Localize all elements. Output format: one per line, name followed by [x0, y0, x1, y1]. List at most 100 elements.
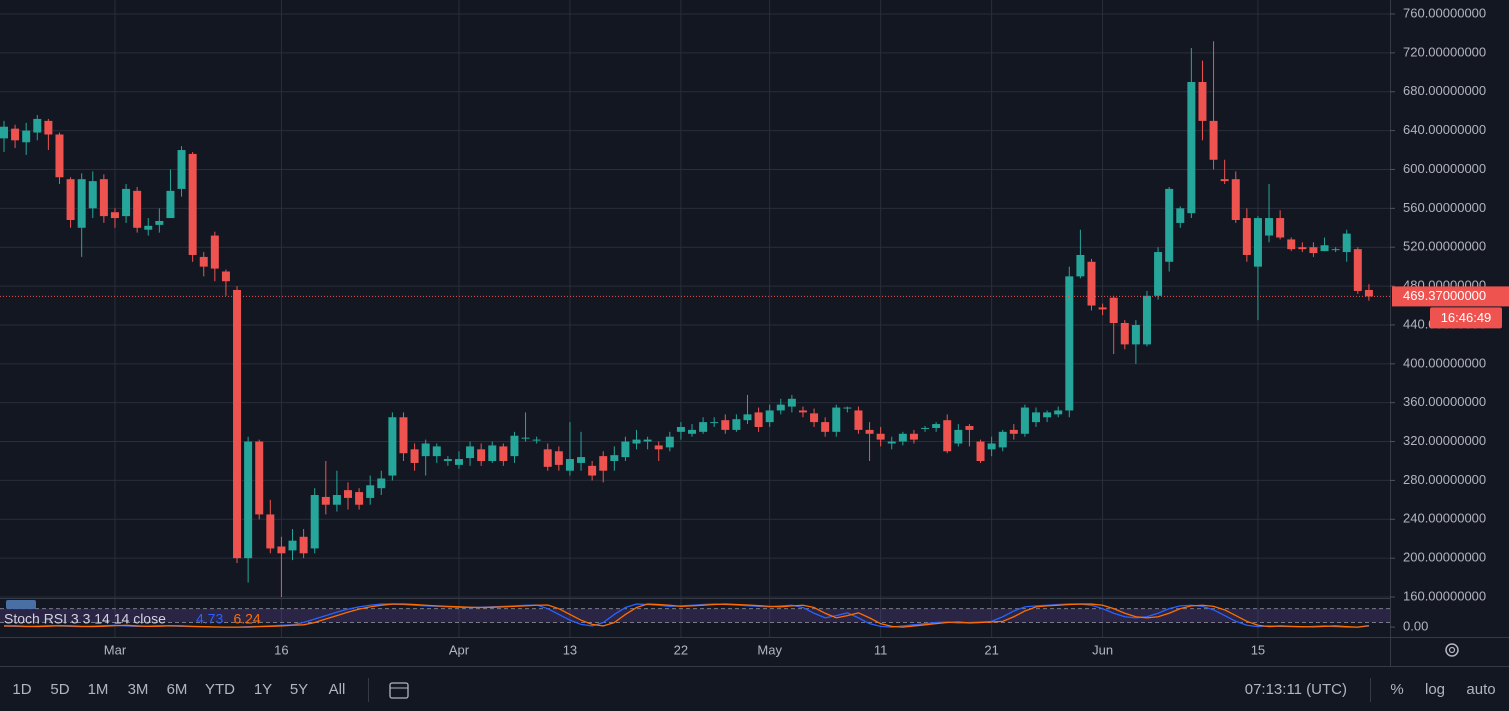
candle-body: [510, 435, 519, 457]
x-tick-label: 13: [563, 642, 577, 657]
candle-body: [1265, 218, 1274, 236]
candle-body: [554, 451, 563, 465]
collapse-icon[interactable]: [6, 600, 36, 609]
candle-body: [388, 417, 397, 476]
date-range-icon[interactable]: [389, 682, 409, 699]
candle-body: [233, 289, 242, 559]
scale-option[interactable]: %: [1390, 681, 1403, 698]
candle-body: [699, 422, 708, 432]
y-tick-label: 0.00: [1403, 619, 1428, 634]
range-button[interactable]: 1M: [88, 681, 109, 698]
candle-body: [321, 496, 330, 505]
candle-body: [543, 449, 552, 467]
range-button[interactable]: YTD: [205, 681, 235, 698]
x-tick-label: 22: [674, 642, 688, 657]
x-tick-label: May: [757, 642, 782, 657]
candle-body: [688, 429, 696, 434]
candle-body: [621, 441, 630, 458]
candle-body: [976, 441, 985, 461]
candle-body: [44, 120, 53, 135]
candle-body: [1020, 407, 1029, 434]
x-tick-label: 21: [984, 642, 998, 657]
candle-body: [1076, 254, 1085, 277]
y-tick-label: 320.00000000: [1403, 433, 1486, 448]
candle-body: [643, 439, 652, 442]
candle-body: [909, 433, 918, 440]
candle-body: [1187, 82, 1196, 214]
candle-body: [266, 514, 275, 549]
candle-body: [710, 422, 719, 424]
candle-body: [943, 420, 952, 452]
candle-body: [33, 118, 42, 133]
candle-body: [798, 410, 807, 413]
candle-body: [887, 441, 896, 444]
y-tick-label: 760.00000000: [1403, 5, 1486, 20]
candle-body: [565, 459, 574, 471]
y-tick-label: 240.00000000: [1403, 511, 1486, 526]
range-button[interactable]: 1Y: [254, 681, 272, 698]
y-tick-label: 720.00000000: [1403, 44, 1486, 59]
range-button[interactable]: 1D: [12, 681, 31, 698]
candle-body: [787, 398, 796, 407]
candle-body: [1198, 82, 1207, 121]
settings-icon[interactable]: [1445, 643, 1459, 657]
x-tick-label: Mar: [104, 642, 127, 657]
countdown-box: [1430, 307, 1502, 329]
candle-body: [932, 424, 941, 428]
candle-body: [676, 426, 685, 432]
candle-body: [1054, 410, 1063, 415]
indicator-value: 4.73: [196, 611, 223, 627]
candle-body: [77, 179, 86, 228]
candle-body: [865, 429, 874, 434]
candle-body: [355, 492, 364, 505]
candle-body: [1209, 120, 1218, 160]
candle-body: [1087, 261, 1096, 306]
candle-body: [1331, 249, 1340, 251]
candle-body: [610, 455, 619, 461]
candle-body: [443, 459, 452, 461]
candle-body: [1298, 247, 1307, 250]
clock[interactable]: 07:13:11 (UTC): [1245, 681, 1347, 698]
candle-body: [776, 404, 785, 411]
y-tick-label: 280.00000000: [1403, 472, 1486, 487]
stoch-line: [3, 603, 1369, 628]
candle-body: [221, 271, 230, 282]
last-price-box: [1392, 286, 1509, 307]
indicator-title: Stoch RSI 3 3 14 14 close: [4, 611, 166, 627]
candle-body: [1353, 249, 1362, 291]
candle-body: [810, 413, 819, 423]
range-button[interactable]: All: [329, 681, 346, 698]
candle-body: [987, 443, 996, 450]
candle-body: [765, 410, 774, 423]
candle-body: [1309, 247, 1318, 254]
candle-body: [66, 179, 75, 220]
candle-body: [399, 417, 408, 454]
range-button[interactable]: 5D: [50, 681, 69, 698]
candle-body: [754, 412, 763, 427]
candle-body: [821, 422, 830, 432]
indicator-value: 6.24: [233, 611, 260, 627]
y-tick-label: 360.00000000: [1403, 394, 1486, 409]
candle-body: [99, 179, 108, 217]
x-tick-label: 15: [1251, 642, 1265, 657]
x-tick-label: Jun: [1092, 642, 1113, 657]
range-button[interactable]: 3M: [128, 681, 149, 698]
candle-body: [1043, 412, 1052, 418]
candle-body: [732, 419, 741, 430]
candle-body: [1098, 307, 1107, 310]
candle-body: [332, 494, 341, 505]
candle-body: [155, 220, 164, 225]
candle-body: [477, 449, 486, 461]
candle-body: [0, 126, 8, 139]
scale-option[interactable]: log: [1425, 681, 1445, 698]
candle-body: [499, 446, 508, 461]
candle-body: [22, 130, 31, 143]
range-button[interactable]: 5Y: [290, 681, 308, 698]
y-tick-label: 640.00000000: [1403, 122, 1486, 137]
scale-option[interactable]: auto: [1466, 681, 1495, 698]
range-button[interactable]: 6M: [167, 681, 188, 698]
candle-body: [898, 433, 907, 442]
y-tick-label: 560.00000000: [1403, 200, 1486, 215]
